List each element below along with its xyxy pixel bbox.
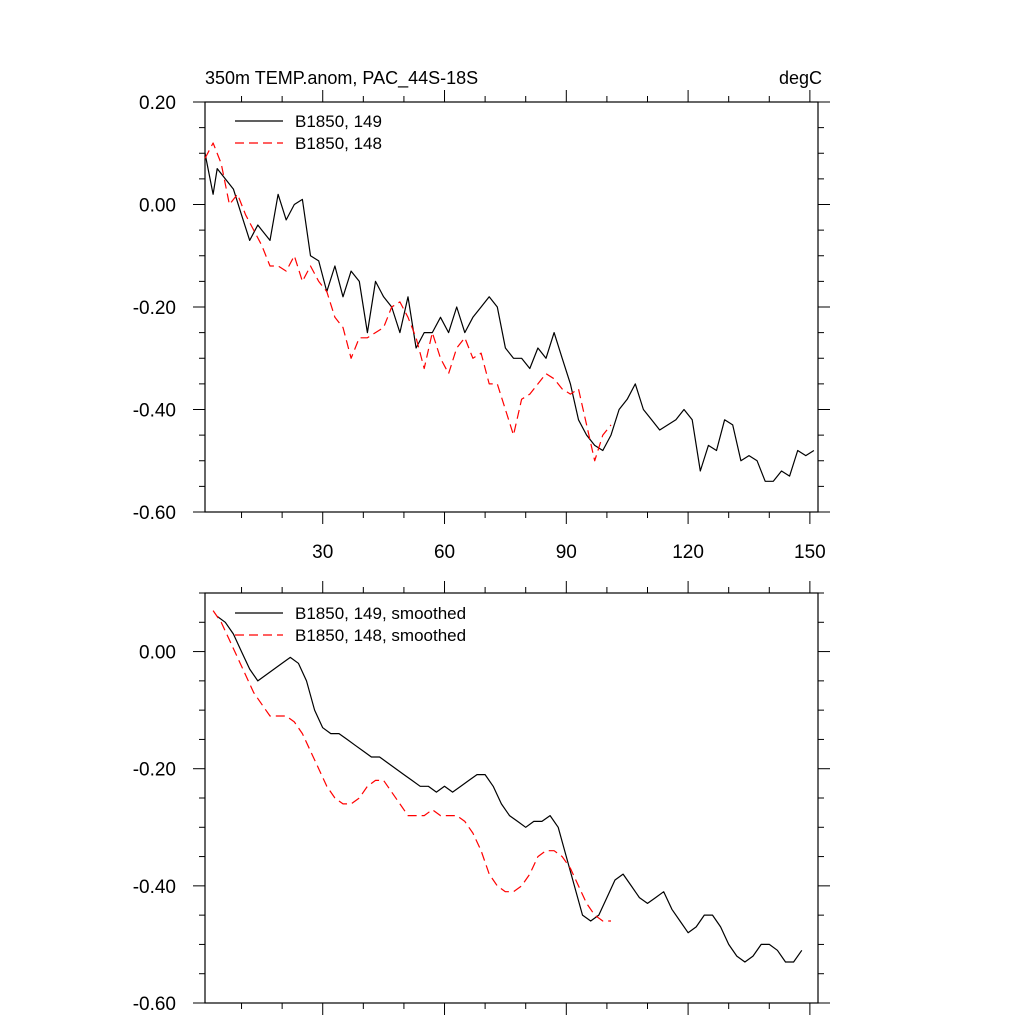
y-tick-label: -0.20	[133, 298, 176, 319]
plot-frame	[204, 101, 819, 513]
y-tick-label: -0.40	[133, 401, 176, 422]
y-tick-label: 0.00	[139, 643, 176, 664]
y-tick-label: 0.00	[139, 196, 176, 217]
series-line-b1850-149	[204, 153, 815, 482]
y-tick-label: -0.40	[133, 877, 176, 898]
chart-title: 350m TEMP.anom, PAC_44S-18S	[205, 68, 478, 89]
y-tick-label: 0.20	[139, 93, 176, 114]
x-tick-label: 150	[794, 542, 826, 563]
legend-label: B1850, 148	[295, 134, 382, 153]
legend-label: B1850, 149	[295, 112, 382, 131]
units-label: degC	[779, 68, 822, 88]
x-tick-label: 60	[434, 542, 455, 563]
series-line-b1850-148-smoothed	[212, 610, 611, 922]
legend-label: B1850, 149, smoothed	[295, 604, 466, 623]
series-line-b1850-148	[204, 142, 612, 462]
y-tick-label: -0.20	[133, 760, 176, 781]
y-tick-label: -0.60	[133, 994, 176, 1015]
x-tick-label: 120	[672, 542, 704, 563]
plot-frame	[204, 592, 819, 1004]
legend-label: B1850, 148, smoothed	[295, 626, 466, 645]
y-tick-label: -0.60	[133, 503, 176, 524]
x-tick-label: 30	[312, 542, 333, 563]
chart-panel-bottom: 0.00 -0.20 -0.40 -0.60 B1850, 149, smoothed B…	[133, 581, 830, 1015]
series-line-b1850-149-smoothed	[216, 615, 803, 963]
x-tick-label: 90	[556, 542, 577, 563]
chart-panel-top: 350m TEMP.anom, PAC_44S-18S degC 0.20 0.0…	[133, 68, 830, 563]
